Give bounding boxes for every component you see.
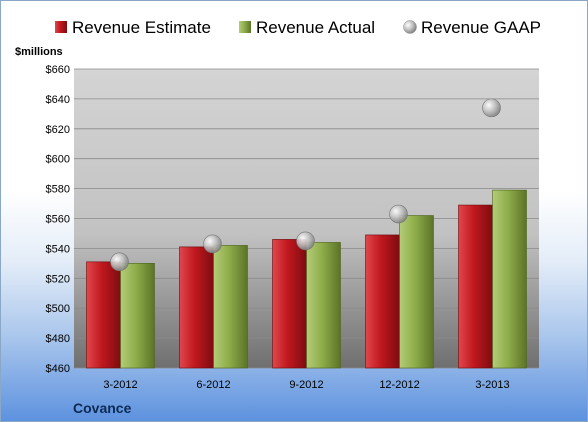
legend-label: Revenue Actual (256, 18, 375, 37)
marker-revenue-gaap (296, 231, 315, 251)
bar-revenue-actual (306, 242, 341, 369)
y-tick-label: $660 (46, 64, 70, 76)
bar-revenue-estimate (458, 204, 493, 369)
x-axis-ticks: 3-2012 6-2012 9-2012 12-2012 3-2013 (103, 379, 509, 391)
x-tick-label: 12-2012 (379, 379, 419, 391)
y-tick-label: $620 (46, 124, 70, 136)
y-tick-label: $520 (46, 273, 70, 285)
y-tick-label: $480 (46, 333, 70, 345)
bar-revenue-estimate (365, 234, 400, 369)
bar-revenue-actual (492, 189, 527, 369)
x-tick-label: 9-2012 (289, 379, 323, 391)
y-axis-ticks: $460 $480 $500 $520 $540 $560 $580 $600 $620 $640… (46, 64, 70, 375)
bar-revenue-actual (213, 245, 248, 369)
x-tick-label: 3-2012 (103, 379, 137, 391)
gaap-markers (110, 98, 501, 272)
x-tick-label: 3-2013 (475, 379, 509, 391)
bar-revenue-estimate (272, 239, 307, 369)
legend-swatch-estimate (55, 21, 67, 33)
y-tick-label: $580 (46, 184, 70, 196)
bars (86, 189, 527, 369)
x-tick-label: 6-2012 (196, 379, 230, 391)
bar-revenue-actual (120, 263, 155, 369)
legend-label: Revenue GAAP (421, 18, 541, 37)
legend-swatch-actual (239, 21, 251, 33)
bar-revenue-estimate (86, 261, 121, 369)
legend: Revenue Estimate Revenue Actual Revenue GA… (55, 18, 541, 37)
bar-revenue-estimate (179, 246, 214, 369)
y-tick-label: $600 (46, 154, 70, 166)
legend-label: Revenue Estimate (72, 18, 211, 37)
y-tick-label: $540 (46, 243, 70, 255)
marker-revenue-gaap (389, 204, 408, 224)
y-tick-label: $640 (46, 94, 70, 106)
company-name: Covance (73, 400, 132, 416)
marker-revenue-gaap (110, 252, 129, 272)
marker-revenue-gaap (482, 98, 501, 118)
y-tick-label: $460 (46, 363, 70, 375)
marker-revenue-gaap (203, 234, 222, 254)
y-axis-unit-label: $millions (15, 46, 63, 58)
legend-swatch-gaap (403, 20, 417, 34)
y-tick-label: $560 (46, 214, 70, 226)
bar-revenue-actual (399, 215, 434, 369)
y-tick-label: $500 (46, 303, 70, 315)
